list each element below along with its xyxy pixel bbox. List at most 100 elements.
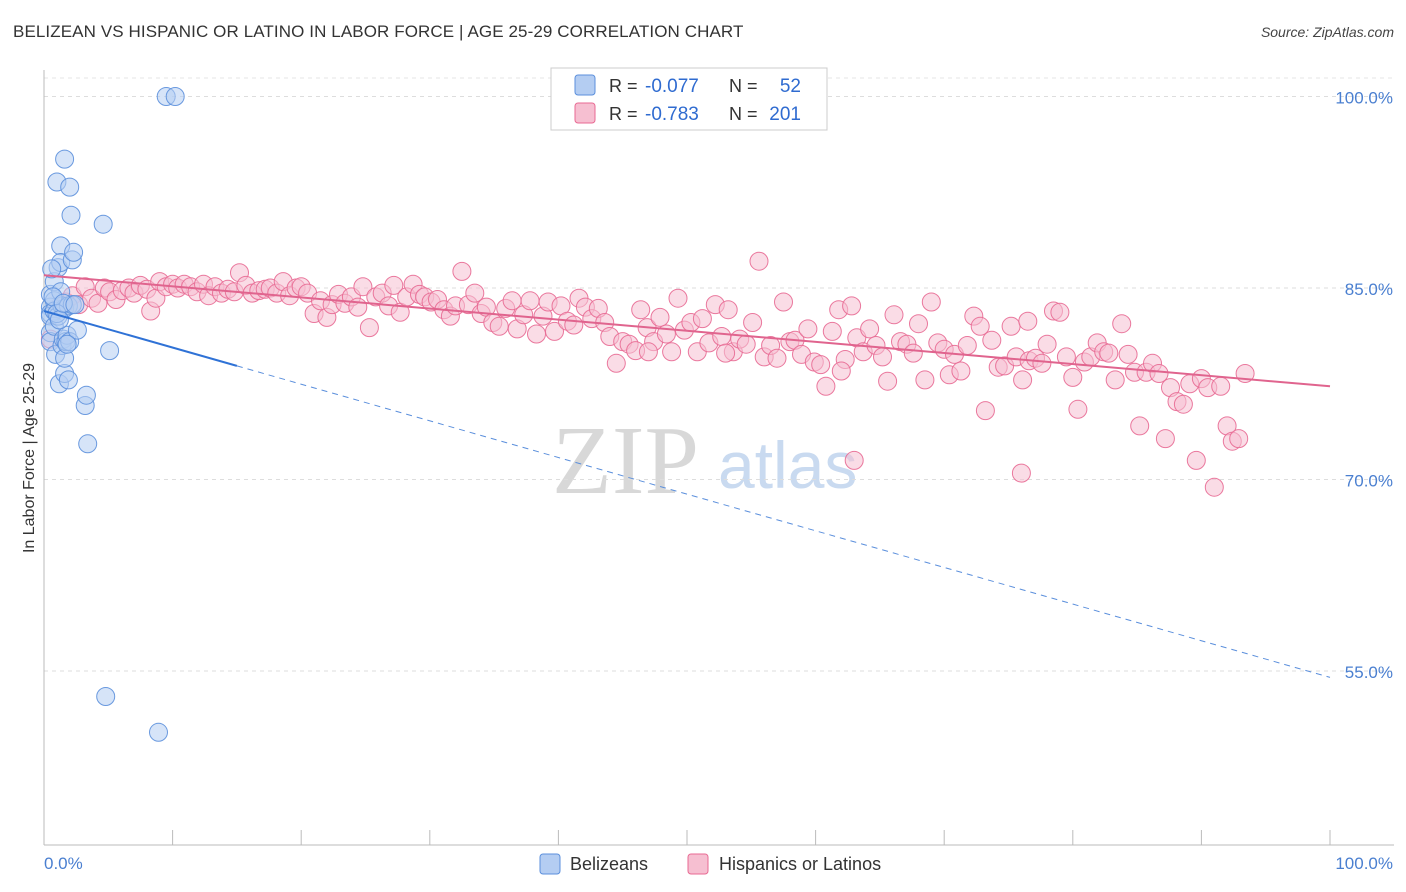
data-point: [662, 342, 682, 362]
y-axis-title: In Labor Force | Age 25-29: [21, 363, 38, 553]
data-point: [716, 343, 736, 363]
y-tick-label: 70.0%: [1345, 472, 1393, 491]
data-point: [489, 316, 509, 336]
data-point: [452, 261, 472, 281]
data-point: [42, 259, 62, 279]
data-point: [93, 214, 113, 234]
data-point: [798, 319, 818, 339]
x-ticks: [43, 830, 1331, 845]
data-point: [909, 314, 928, 334]
stats-n-label-2: N =: [729, 104, 758, 124]
data-point: [57, 334, 77, 354]
data-point: [957, 336, 977, 355]
data-point: [1112, 314, 1132, 334]
stats-n-label-1: N =: [729, 76, 758, 96]
stats-n-value-2: 201: [769, 104, 801, 125]
data-point: [384, 275, 404, 295]
data-point: [1011, 463, 1031, 483]
data-point: [149, 722, 168, 742]
data-point: [58, 370, 78, 390]
data-point: [692, 309, 712, 329]
data-point: [712, 327, 732, 346]
data-point: [1063, 367, 1083, 387]
data-point: [359, 318, 379, 338]
data-point: [1204, 477, 1224, 497]
data-point: [520, 291, 540, 311]
data-point: [545, 321, 564, 341]
y-tick-label: 85.0%: [1345, 280, 1393, 299]
data-point: [1001, 316, 1021, 336]
data-point: [1105, 370, 1125, 390]
data-point: [1032, 353, 1052, 373]
data-point: [60, 177, 80, 197]
data-point: [65, 295, 85, 315]
data-point: [1229, 429, 1249, 449]
data-point: [78, 434, 98, 454]
data-point: [873, 347, 892, 367]
legend-label-belizeans: Belizeans: [570, 854, 648, 874]
stats-r-value-2: -0.783: [645, 104, 699, 125]
data-point: [96, 687, 116, 706]
data-point: [736, 334, 756, 354]
data-point: [749, 251, 769, 271]
data-point: [822, 321, 842, 341]
series-belizeans: [40, 87, 185, 742]
y-tick-label: 100.0%: [1335, 89, 1393, 108]
y-tick-label: 55.0%: [1345, 663, 1393, 682]
data-point: [842, 296, 862, 316]
data-point: [860, 319, 880, 339]
bottom-legend: Belizeans Hispanics or Latinos: [539, 853, 881, 875]
data-point: [1013, 370, 1033, 390]
stats-n-value-1: 52: [780, 76, 801, 97]
data-point: [1173, 394, 1193, 414]
data-point: [1118, 344, 1138, 364]
data-point: [844, 450, 864, 470]
data-point: [527, 324, 546, 344]
data-point: [1050, 302, 1070, 322]
data-point: [465, 283, 485, 303]
data-point: [668, 288, 688, 308]
data-point: [915, 370, 935, 390]
trend-extension-belizeans: [236, 365, 1331, 678]
data-point: [353, 277, 373, 297]
x-tick-label-min: 0.0%: [44, 854, 83, 873]
data-point: [55, 149, 75, 169]
chart-title: BELIZEAN VS HISPANIC OR LATINO IN LABOR …: [13, 22, 744, 41]
stats-r-value-1: -0.077: [645, 76, 699, 97]
trend-line-belizeans: [43, 310, 238, 367]
data-point: [718, 300, 738, 320]
data-point: [878, 371, 898, 391]
data-point: [975, 401, 995, 421]
data-point: [970, 316, 990, 336]
trend-lines: [43, 274, 1331, 678]
stats-legend: R = -0.077 N = 52 R = -0.783 N = 201: [550, 67, 828, 131]
source-label: Source: ZipAtlas.com: [1260, 24, 1394, 40]
legend-label-hispanics: Hispanics or Latinos: [719, 854, 881, 874]
data-point: [921, 292, 941, 312]
data-point: [606, 353, 626, 373]
data-point: [1149, 364, 1169, 383]
watermark-atlas: atlas: [718, 428, 857, 502]
data-point: [1130, 416, 1150, 436]
data-point: [816, 376, 836, 396]
data-point: [1211, 376, 1231, 396]
data-point: [564, 315, 584, 335]
data-point: [650, 307, 670, 327]
data-point: [1018, 311, 1038, 331]
stats-legend-box: [550, 67, 828, 131]
data-point: [884, 305, 904, 325]
data-point: [1099, 343, 1119, 363]
data-point: [1186, 450, 1206, 470]
legend-swatch-hispanics: [687, 853, 709, 875]
data-point: [1037, 334, 1057, 354]
data-point: [1155, 429, 1175, 449]
stats-swatch-belizean: [574, 74, 596, 96]
data-point: [982, 330, 1002, 350]
x-tick-label-max: 100.0%: [1335, 854, 1393, 873]
data-point: [774, 292, 793, 312]
legend-swatch-belizeans: [539, 853, 561, 875]
stats-r-label-1: R =: [609, 76, 638, 96]
data-point: [64, 242, 84, 262]
data-point: [903, 343, 923, 363]
